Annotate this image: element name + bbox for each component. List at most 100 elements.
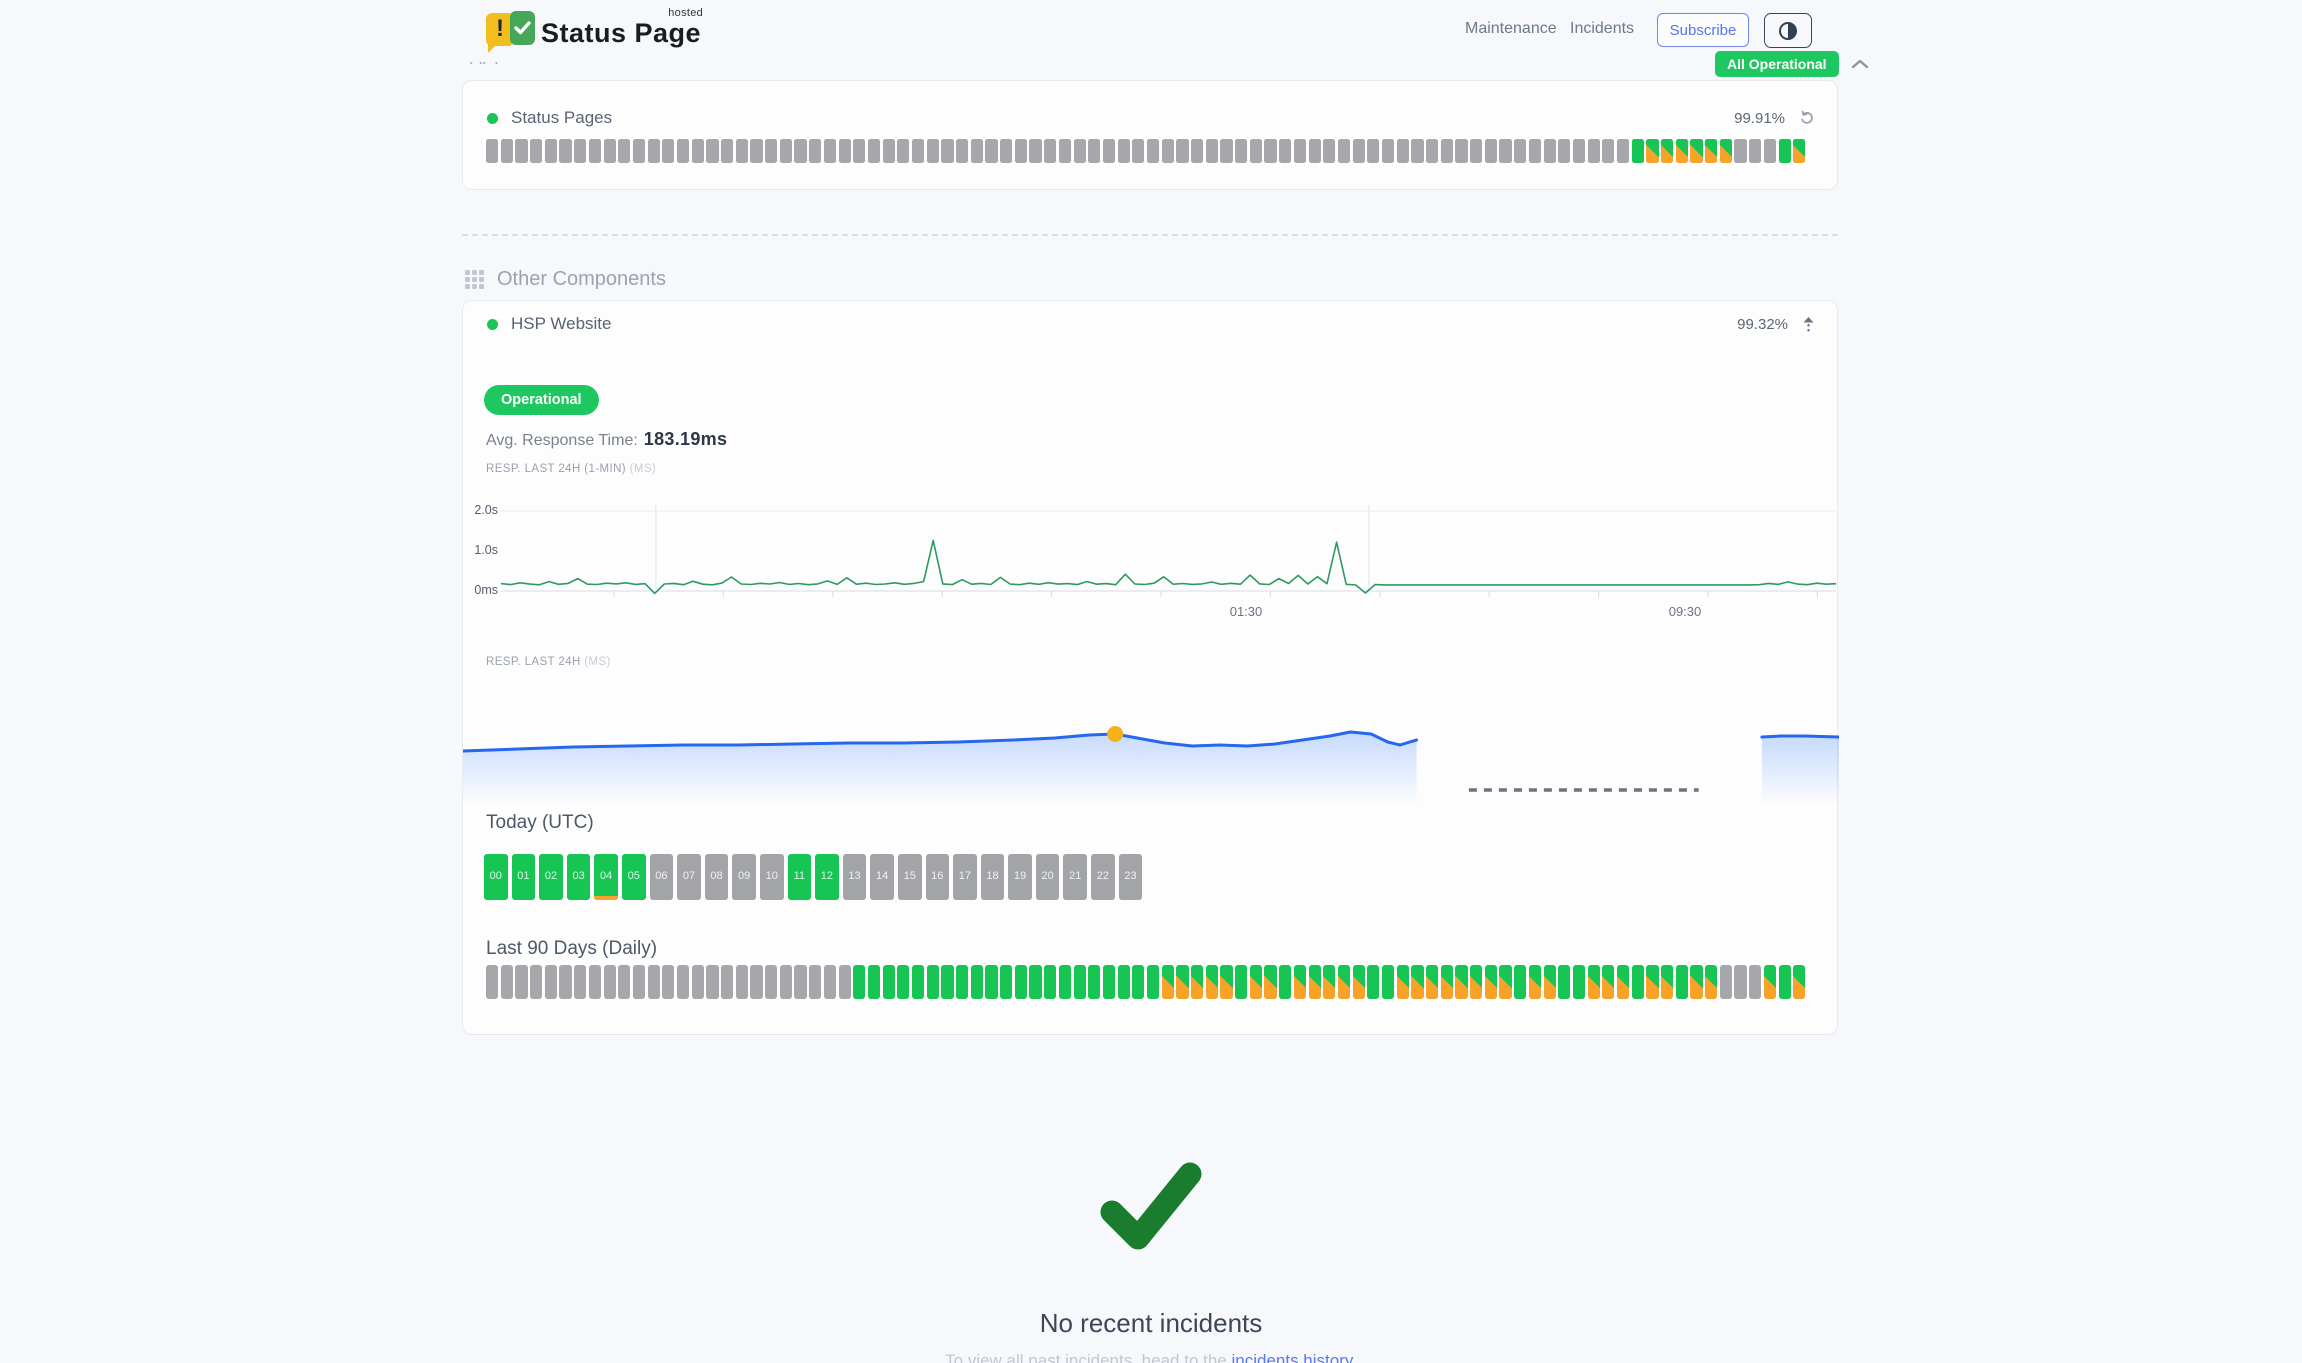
uptime-day-bar[interactable] <box>1543 965 1556 999</box>
hour-cell-19[interactable]: 19 <box>1008 854 1032 900</box>
uptime-day-bar[interactable] <box>1793 139 1806 163</box>
uptime-day-bar[interactable] <box>1058 139 1071 163</box>
uptime-day-bar[interactable] <box>926 965 939 999</box>
uptime-day-bar[interactable] <box>1044 139 1057 163</box>
uptime-day-bar[interactable] <box>1073 139 1086 163</box>
incidents-history-link[interactable]: incidents history. <box>1231 1351 1357 1363</box>
uptime-day-bar[interactable] <box>721 965 734 999</box>
uptime-day-bar[interactable] <box>1778 965 1791 999</box>
uptime-day-bar[interactable] <box>1426 139 1439 163</box>
uptime-day-bar[interactable] <box>662 965 675 999</box>
hour-cell-23[interactable]: 23 <box>1118 854 1143 900</box>
uptime-day-bar[interactable] <box>1616 139 1630 163</box>
uptime-day-bar[interactable] <box>765 965 778 999</box>
uptime-day-bar[interactable] <box>632 139 646 163</box>
uptime-day-bar[interactable] <box>1088 965 1101 999</box>
uptime-day-bar[interactable] <box>706 965 719 999</box>
uptime-day-bar[interactable] <box>647 139 660 163</box>
uptime-day-bar[interactable] <box>1000 965 1013 999</box>
uptime-day-bar[interactable] <box>1411 139 1424 163</box>
uptime-day-bar[interactable] <box>559 965 572 999</box>
uptime-day-bar[interactable] <box>809 965 822 999</box>
uptime-day-bar[interactable] <box>1102 139 1116 163</box>
uptime-day-bar[interactable] <box>985 965 998 999</box>
uptime-day-bar[interactable] <box>735 139 748 163</box>
hour-cell-09[interactable]: 09 <box>732 854 756 900</box>
uptime-day-bar[interactable] <box>1763 965 1776 999</box>
uptime-day-bar[interactable] <box>897 139 910 163</box>
uptime-day-bar[interactable] <box>1293 139 1306 163</box>
hour-cell-22[interactable]: 22 <box>1091 854 1115 900</box>
uptime-day-bar[interactable] <box>486 139 499 163</box>
uptime-day-bar[interactable] <box>691 139 704 163</box>
uptime-day-bar[interactable] <box>911 139 925 163</box>
uptime-day-bar[interactable] <box>618 965 631 999</box>
uptime-day-bar[interactable] <box>1661 965 1674 999</box>
uptime-day-bar[interactable] <box>1381 139 1395 163</box>
uptime-day-bar[interactable] <box>1102 965 1116 999</box>
hour-cell-02[interactable]: 02 <box>539 854 563 900</box>
uptime-day-bar[interactable] <box>809 139 822 163</box>
uptime-day-bar[interactable] <box>1499 965 1512 999</box>
uptime-day-bar[interactable] <box>1572 965 1586 999</box>
uptime-day-bar[interactable] <box>1161 965 1174 999</box>
uptime-day-bar[interactable] <box>1690 965 1703 999</box>
uptime-day-bar[interactable] <box>1367 139 1380 163</box>
uptime-day-bar[interactable] <box>1558 139 1571 163</box>
uptime-day-bar[interactable] <box>853 139 866 163</box>
logo[interactable]: ! Status Page hosted <box>486 7 703 53</box>
uptime-day-bar[interactable] <box>1646 965 1659 999</box>
hour-cell-14[interactable]: 14 <box>870 854 894 900</box>
hour-cell-06[interactable]: 06 <box>649 854 674 900</box>
uptime-day-bar[interactable] <box>1205 139 1218 163</box>
hour-cell-11[interactable]: 11 <box>787 854 812 900</box>
uptime-day-bar[interactable] <box>794 139 807 163</box>
hour-cell-04[interactable]: 04 <box>594 854 618 900</box>
uptime-day-bar[interactable] <box>1793 965 1806 999</box>
uptime-day-bar[interactable] <box>1558 965 1571 999</box>
nav-incidents[interactable]: Incidents <box>1570 20 1635 37</box>
uptime-day-bar[interactable] <box>1719 965 1732 999</box>
uptime-day-bar[interactable] <box>1014 965 1027 999</box>
uptime-day-bar[interactable] <box>1749 965 1762 999</box>
uptime-day-bar[interactable] <box>750 139 763 163</box>
hour-cell-01[interactable]: 01 <box>511 854 536 900</box>
hour-cell-07[interactable]: 07 <box>677 854 701 900</box>
uptime-day-bar[interactable] <box>1117 965 1130 999</box>
uptime-day-bar[interactable] <box>1191 965 1204 999</box>
uptime-day-bar[interactable] <box>1778 139 1791 163</box>
subscribe-button[interactable]: Subscribe <box>1657 13 1749 47</box>
uptime-day-bar[interactable] <box>1719 139 1732 163</box>
nav-maintenance[interactable]: Maintenance <box>1465 20 1557 37</box>
hour-cell-13[interactable]: 13 <box>842 854 867 900</box>
uptime-day-bar[interactable] <box>603 965 616 999</box>
uptime-day-bar[interactable] <box>1602 139 1615 163</box>
uptime-day-bar[interactable] <box>1455 965 1468 999</box>
uptime-day-bar[interactable] <box>853 965 866 999</box>
uptime-day-bar[interactable] <box>1734 139 1747 163</box>
uptime-day-bar[interactable] <box>1528 139 1541 163</box>
uptime-day-bar[interactable] <box>897 965 910 999</box>
hour-cell-20[interactable]: 20 <box>1035 854 1060 900</box>
uptime-day-bar[interactable] <box>867 965 881 999</box>
uptime-day-bar[interactable] <box>1675 965 1688 999</box>
uptime-day-bar[interactable] <box>1455 139 1468 163</box>
uptime-day-bar[interactable] <box>1279 139 1292 163</box>
uptime-day-bar[interactable] <box>1470 965 1483 999</box>
uptime-day-bar[interactable] <box>1411 965 1424 999</box>
hour-cell-12[interactable]: 12 <box>815 854 839 900</box>
uptime-day-bar[interactable] <box>1117 139 1130 163</box>
uptime-day-bar[interactable] <box>647 965 660 999</box>
uptime-day-bar[interactable] <box>1528 965 1541 999</box>
uptime-day-bar[interactable] <box>1734 965 1747 999</box>
hour-cell-18[interactable]: 18 <box>980 854 1005 900</box>
uptime-day-bar[interactable] <box>1514 965 1527 999</box>
uptime-day-bar[interactable] <box>1381 965 1395 999</box>
uptime-day-bar[interactable] <box>1396 965 1409 999</box>
uptime-day-bar[interactable] <box>750 965 763 999</box>
uptime-day-bar[interactable] <box>1499 139 1512 163</box>
uptime-day-bar[interactable] <box>1631 139 1644 163</box>
uptime-day-bar[interactable] <box>721 139 734 163</box>
uptime-day-bar[interactable] <box>1514 139 1527 163</box>
uptime-day-bar[interactable] <box>956 139 969 163</box>
